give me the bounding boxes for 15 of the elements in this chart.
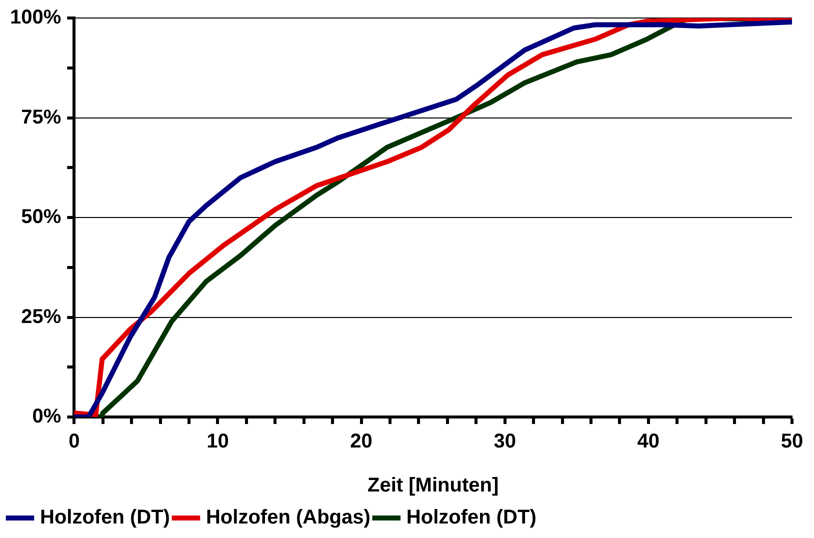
y-tick-label: 100%: [10, 6, 62, 29]
x-tick-label: 50: [780, 430, 804, 453]
x-axis-title: Zeit [Minuten]: [368, 474, 499, 497]
y-tick-label: 50%: [21, 206, 62, 228]
x-tick-label: 40: [637, 430, 660, 453]
y-tick-label: 75%: [21, 106, 62, 128]
x-tick-label: 10: [206, 430, 229, 453]
y-tick-label: 0%: [32, 406, 62, 428]
x-tick-label: 20: [350, 430, 372, 453]
legend-label: Holzofen (Abgas): [206, 506, 370, 529]
legend-label: Holzofen (DT): [40, 506, 170, 529]
x-tick-label: 30: [494, 430, 516, 453]
x-tick-label: 0: [68, 430, 80, 453]
legend-label: Holzofen (DT): [406, 506, 536, 529]
y-tick-label: 25%: [21, 306, 62, 328]
